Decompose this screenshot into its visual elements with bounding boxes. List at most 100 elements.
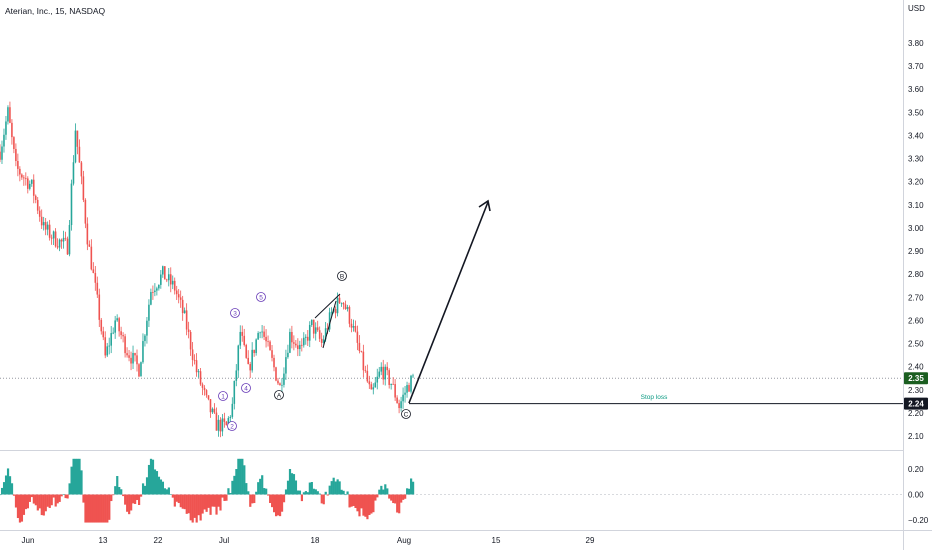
oscillator-bar xyxy=(141,483,145,495)
wave-label-b[interactable]: B xyxy=(337,271,347,281)
oscillator-bar xyxy=(88,494,91,523)
candle xyxy=(165,278,168,283)
wave-label-4[interactable]: 4 xyxy=(241,383,251,393)
oscillator-bar xyxy=(66,494,69,499)
oscillator-bar xyxy=(286,480,290,495)
candle xyxy=(289,328,291,354)
oscillator-bar xyxy=(408,488,411,495)
oscillator-bar xyxy=(209,494,212,515)
candle xyxy=(138,363,140,378)
oscillator-bar xyxy=(296,490,300,495)
oscillator-bar xyxy=(191,494,194,523)
oscillator-bar xyxy=(342,490,345,495)
oscillator-bar xyxy=(38,494,41,509)
wave-label-1[interactable]: 1 xyxy=(218,391,228,401)
oscillator-bar xyxy=(62,494,65,495)
candle xyxy=(60,238,63,249)
candle xyxy=(58,238,61,252)
oscillator-bar xyxy=(392,494,395,504)
oscillator-bar xyxy=(153,469,157,495)
price-tick-label: 2.20 xyxy=(908,409,924,418)
oscillator-bar xyxy=(187,494,190,514)
candle xyxy=(94,266,97,291)
oscillator-bar xyxy=(161,481,165,495)
oscillator-bar xyxy=(368,494,371,516)
oscillator-bar xyxy=(185,494,188,514)
oscillator-bar xyxy=(128,494,131,515)
candle xyxy=(52,230,55,246)
time-tick-label: 13 xyxy=(99,536,108,545)
oscillator-bar xyxy=(229,493,232,495)
candle xyxy=(185,303,188,336)
candle xyxy=(96,276,99,298)
oscillator-bar xyxy=(402,494,405,500)
candle xyxy=(189,330,192,356)
oscillator-bar xyxy=(102,494,105,523)
oscillator-bar xyxy=(106,494,109,523)
oscillator-bar xyxy=(195,494,198,523)
time-tick-label: Jun xyxy=(22,536,35,545)
current-price-tag: 2.35 xyxy=(904,372,928,385)
oscillator-axis[interactable]: 0.20 0.00 −0.20 xyxy=(908,465,929,525)
oscillator-bar xyxy=(316,491,319,495)
oscillator-bar xyxy=(163,488,167,495)
wave-label-a[interactable]: A xyxy=(274,390,284,400)
oscillator-bar xyxy=(84,494,87,523)
candle xyxy=(152,285,154,300)
oscillator-bar xyxy=(348,494,351,508)
oscillator-bar xyxy=(276,494,280,516)
candle xyxy=(308,321,311,348)
oscillator-bar xyxy=(98,494,101,523)
oscillator-bar xyxy=(330,481,333,495)
wave-label-c[interactable]: C xyxy=(401,409,411,419)
candle xyxy=(358,335,361,354)
candle xyxy=(211,407,214,414)
oscillator-bar xyxy=(376,494,379,498)
svg-text:1: 1 xyxy=(221,394,225,401)
oscillator-bar xyxy=(14,494,18,508)
oscillator-bar xyxy=(36,494,39,511)
oscillator-bar xyxy=(58,494,61,502)
candlestick-series[interactable] xyxy=(0,101,414,438)
candle xyxy=(322,335,325,345)
oscillator-bar xyxy=(332,477,335,495)
svg-text:C: C xyxy=(404,412,409,419)
oscillator-bar xyxy=(239,458,242,495)
oscillator-bar xyxy=(120,489,123,495)
candle xyxy=(64,231,67,241)
candle xyxy=(82,170,85,203)
oscillator-bar xyxy=(173,494,176,507)
wave-label-3[interactable]: 3 xyxy=(230,308,240,318)
oscillator-bar xyxy=(181,494,184,509)
price-tick-label: 3.30 xyxy=(908,155,924,164)
oscillator-bar xyxy=(404,494,407,499)
wave-label-2[interactable]: 2 xyxy=(227,421,237,431)
oscillator-bar xyxy=(143,485,147,495)
time-axis[interactable]: Jun 13 22 Jul 18 Aug 15 29 xyxy=(22,536,595,545)
candle xyxy=(255,338,257,356)
oscillator-bar xyxy=(288,469,292,495)
candle xyxy=(175,285,178,300)
symbol-title: Aterian, Inc., 15, NASDAQ xyxy=(5,6,106,16)
candle xyxy=(122,332,124,343)
oscillator-bar xyxy=(145,477,149,495)
oscillator-tick-label: −0.20 xyxy=(908,516,929,525)
projection-arrow[interactable] xyxy=(408,199,491,404)
time-tick-label: 29 xyxy=(586,536,595,545)
candle xyxy=(241,325,244,342)
wave-label-5[interactable]: 5 xyxy=(256,292,266,302)
stop-loss-price-tag: 2.24 xyxy=(904,397,928,410)
candle xyxy=(68,220,71,257)
candle xyxy=(378,367,381,379)
candle xyxy=(243,328,246,347)
oscillator-histogram[interactable] xyxy=(0,458,415,523)
price-axis[interactable]: USD 3.80 3.70 3.60 3.50 3.40 3.30 3.20 3.10 3.00… xyxy=(908,4,925,441)
candle xyxy=(7,105,9,125)
candle xyxy=(233,380,236,410)
oscillator-bar xyxy=(271,494,274,508)
oscillator-bar xyxy=(217,494,220,507)
oscillator-bar xyxy=(320,494,323,504)
oscillator-bar xyxy=(219,494,222,511)
